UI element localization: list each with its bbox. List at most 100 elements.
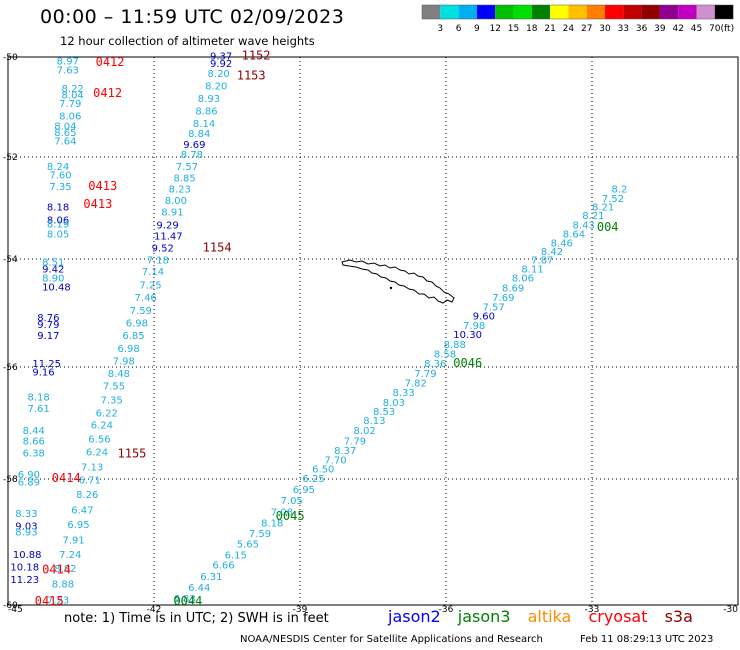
color-swatch <box>568 5 587 19</box>
swh-value: 8.21 <box>592 203 614 214</box>
swh-value: 7.52 <box>602 194 624 205</box>
color-swatch <box>641 5 660 19</box>
swh-value: 7.57 <box>176 162 198 173</box>
swh-value: 8.43 <box>573 220 595 231</box>
swh-value: 8.90 <box>42 274 64 285</box>
pass-time-label: 0415 <box>35 594 64 608</box>
swh-value: 7.82 <box>405 379 427 390</box>
swh-value: 7.35 <box>100 395 122 406</box>
swh-value: 7.64 <box>54 137 76 148</box>
swh-value: 7.57 <box>483 302 505 313</box>
color-scale-tick: 24 <box>563 24 575 34</box>
color-swatch <box>605 5 624 19</box>
swh-value: 10.48 <box>42 282 71 293</box>
lon-label: -45 <box>8 605 23 615</box>
swh-value: 8.66 <box>23 436 45 447</box>
color-scale-swatches <box>421 4 734 20</box>
swh-value: 8.18 <box>47 203 69 214</box>
swh-value: 6.71 <box>79 475 101 486</box>
swh-value: 8.26 <box>76 490 98 501</box>
swh-value: 7.24 <box>59 550 81 561</box>
lon-label: -42 <box>147 605 162 615</box>
swh-value: 8.78 <box>181 150 203 161</box>
swh-value: 8.20 <box>208 69 230 80</box>
swh-value: 8.53 <box>373 407 395 418</box>
swh-value: 7.98 <box>463 321 485 332</box>
color-swatch <box>495 5 514 19</box>
color-swatch <box>714 5 734 19</box>
swh-value: 6.15 <box>225 550 247 561</box>
swh-value: 8.93 <box>198 94 220 105</box>
swh-value: 8.00 <box>165 196 187 207</box>
wave-height-points: 8.977.638.228.047.798.068.048.657.648.24… <box>10 52 627 607</box>
swh-value: 7.46 <box>135 293 157 304</box>
swh-value: 8.11 <box>521 265 543 276</box>
swh-value: 6.25 <box>302 474 324 485</box>
swh-value: 8.23 <box>169 185 191 196</box>
pass-time-label: 0412 <box>93 86 122 100</box>
lat-label: -52 <box>3 153 18 163</box>
color-scale-tick: 6 <box>456 24 462 34</box>
pass-time-label: 0414 <box>42 563 71 577</box>
swh-value: 8.24 <box>47 162 69 173</box>
swh-value: 7.25 <box>139 281 161 292</box>
swh-value: 11.23 <box>10 575 39 586</box>
swh-value: 7.87 <box>531 255 553 266</box>
color-scale-tick: 3 <box>437 24 443 34</box>
color-scale-tick: 12 <box>489 24 500 34</box>
swh-value: 8.33 <box>15 509 37 520</box>
swh-value: 8.85 <box>173 173 195 184</box>
swh-value: 6.85 <box>122 331 144 342</box>
swh-value: 8.19 <box>47 219 69 230</box>
legend-altika: altika <box>527 607 572 626</box>
swh-value: 7.91 <box>63 535 85 546</box>
swh-value: 7.79 <box>344 436 366 447</box>
color-swatch <box>586 5 605 19</box>
color-swatch <box>550 5 569 19</box>
pass-time-label: 0045 <box>276 509 305 523</box>
swh-value: 6.24 <box>86 447 108 458</box>
swh-value: 8.04 <box>54 122 76 133</box>
color-scale: 3 6 9 12 15 18 21 24 27 30 33 36 39 42 45 70 (ft) <box>421 4 734 34</box>
color-swatch <box>440 5 459 19</box>
footnote: note: 1) Time is in UTC; 2) SWH is in fe… <box>64 611 329 626</box>
legend-cryosat: cryosat <box>588 607 648 626</box>
lon-label: -36 <box>439 605 454 615</box>
pass-time-label: 1154 <box>203 240 232 254</box>
swh-value: 7.79 <box>414 369 436 380</box>
swh-value: 7.35 <box>49 182 71 193</box>
swh-value: 9.42 <box>42 265 64 276</box>
color-swatch <box>476 5 496 19</box>
map-frame <box>7 56 739 606</box>
swh-value: 11.25 <box>32 359 61 370</box>
swh-value: 6.24 <box>91 421 113 432</box>
swh-value: 6.89 <box>18 477 40 488</box>
swh-value: 7.05 <box>281 496 303 507</box>
south-georgia-island <box>341 259 455 304</box>
color-scale-tick: 18 <box>526 24 538 34</box>
swh-value: 8.20 <box>205 82 227 93</box>
swh-value: 6.98 <box>126 319 148 330</box>
swh-value: 11.47 <box>154 232 183 243</box>
swh-value: 8.48 <box>108 369 130 380</box>
lon-label: -30 <box>723 605 738 615</box>
swh-value: 7.61 <box>27 404 49 415</box>
swh-value: 8.58 <box>434 349 456 360</box>
swh-value: 8.06 <box>512 274 534 285</box>
swh-value: 7.18 <box>147 255 169 266</box>
swh-value: 8.21 <box>582 211 604 222</box>
swh-value: 7.23 <box>47 596 69 607</box>
satellite-legend: jason2 jason3 altika cryosat s3a <box>388 607 705 626</box>
swh-value: 8.02 <box>354 426 376 437</box>
swh-value: 6.22 <box>96 408 118 419</box>
color-scale-tick: 33 <box>618 24 629 34</box>
lat-label: -56 <box>3 363 18 373</box>
swh-value: 6.50 <box>312 464 334 475</box>
swh-value: 8.04 <box>62 91 84 102</box>
swh-value: 8.93 <box>15 528 37 539</box>
swh-value: 10.18 <box>10 562 39 573</box>
color-scale-border <box>421 4 734 20</box>
longitude-labels: -45 -42 -39 -36 -33 -30 <box>8 605 738 615</box>
swh-value: 6.66 <box>212 560 234 571</box>
